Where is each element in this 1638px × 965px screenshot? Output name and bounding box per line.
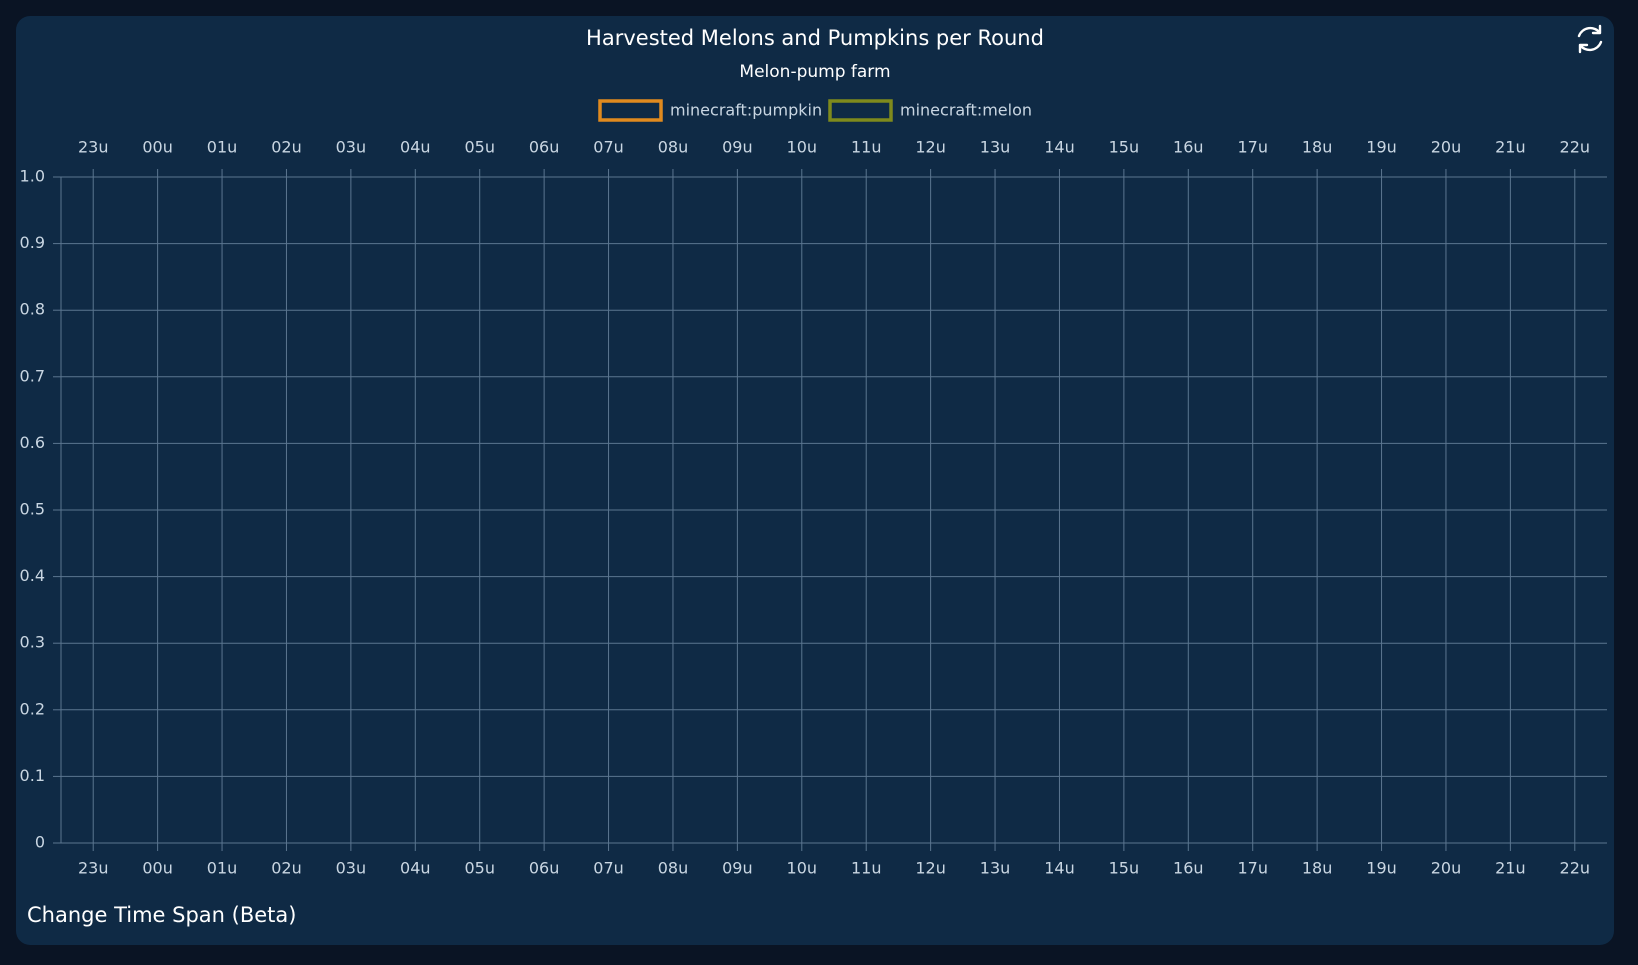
x-tick-label: 15u (1109, 859, 1140, 878)
x-tick-label-top: 03u (336, 138, 367, 157)
x-tick-label-top: 08u (658, 138, 689, 157)
x-tick-label: 04u (400, 859, 431, 878)
x-tick-label-top: 14u (1044, 138, 1075, 157)
x-tick-label-top: 22u (1560, 138, 1591, 157)
y-tick-label: 0.2 (20, 699, 45, 718)
x-tick-label: 12u (915, 859, 946, 878)
y-tick-label: 0.8 (20, 300, 45, 319)
chart-subtitle: Melon-pump farm (739, 62, 890, 82)
y-tick-label: 0.1 (20, 766, 45, 785)
x-tick-label: 02u (271, 859, 302, 878)
x-tick-label-top: 16u (1173, 138, 1204, 157)
x-tick-label-top: 00u (142, 138, 173, 157)
x-tick-label: 16u (1173, 859, 1204, 878)
x-tick-label-top: 05u (464, 138, 495, 157)
x-tick-label: 05u (464, 859, 495, 878)
x-tick-label-top: 23u (78, 138, 109, 157)
chart-title: Harvested Melons and Pumpkins per Round (586, 26, 1044, 50)
x-tick-label-top: 02u (271, 138, 302, 157)
y-tick-label: 1.0 (20, 167, 45, 186)
y-tick-label: 0.4 (20, 566, 45, 585)
x-tick-label-top: 09u (722, 138, 753, 157)
x-tick-label-top: 01u (207, 138, 238, 157)
time-span-link[interactable]: Change Time Span (Beta) (27, 903, 296, 927)
x-tick-label: 03u (336, 859, 367, 878)
x-tick-label: 19u (1366, 859, 1397, 878)
legend-swatch[interactable] (828, 99, 893, 122)
x-tick-label: 17u (1237, 859, 1268, 878)
x-tick-label: 22u (1560, 859, 1591, 878)
x-tick-label-top: 13u (980, 138, 1011, 157)
x-tick-label: 06u (529, 859, 560, 878)
x-tick-label-top: 21u (1495, 138, 1526, 157)
x-tick-label: 10u (787, 859, 818, 878)
x-tick-label-top: 20u (1431, 138, 1462, 157)
x-tick-label: 00u (142, 859, 173, 878)
x-tick-label-top: 11u (851, 138, 882, 157)
x-tick-label: 21u (1495, 859, 1526, 878)
x-tick-label: 08u (658, 859, 689, 878)
x-tick-label-top: 18u (1302, 138, 1333, 157)
x-tick-label-top: 04u (400, 138, 431, 157)
x-tick-label-top: 15u (1109, 138, 1140, 157)
x-tick-label: 09u (722, 859, 753, 878)
x-tick-label-top: 19u (1366, 138, 1397, 157)
x-tick-label: 18u (1302, 859, 1333, 878)
refresh-icon (1577, 24, 1603, 54)
y-tick-label: 0.9 (20, 233, 45, 252)
x-tick-label-top: 07u (593, 138, 624, 157)
x-tick-label-top: 12u (915, 138, 946, 157)
x-tick-label-top: 06u (529, 138, 560, 157)
x-tick-label-top: 10u (787, 138, 818, 157)
y-tick-label: 0.3 (20, 633, 45, 652)
x-tick-label-top: 17u (1237, 138, 1268, 157)
x-tick-label: 11u (851, 859, 882, 878)
refresh-button[interactable] (1577, 24, 1603, 54)
x-tick-label: 14u (1044, 859, 1075, 878)
x-tick-label: 13u (980, 859, 1011, 878)
x-tick-label: 01u (207, 859, 238, 878)
x-tick-label: 23u (78, 859, 109, 878)
x-tick-label: 07u (593, 859, 624, 878)
legend-swatch[interactable] (598, 99, 663, 122)
legend-label[interactable]: minecraft:melon (900, 101, 1032, 120)
y-tick-label: 0.7 (20, 366, 45, 385)
legend-label[interactable]: minecraft:pumpkin (670, 101, 822, 120)
y-tick-label: 0.5 (20, 500, 45, 519)
x-tick-label: 20u (1431, 859, 1462, 878)
y-tick-label: 0 (35, 833, 45, 852)
y-tick-label: 0.6 (20, 433, 45, 452)
